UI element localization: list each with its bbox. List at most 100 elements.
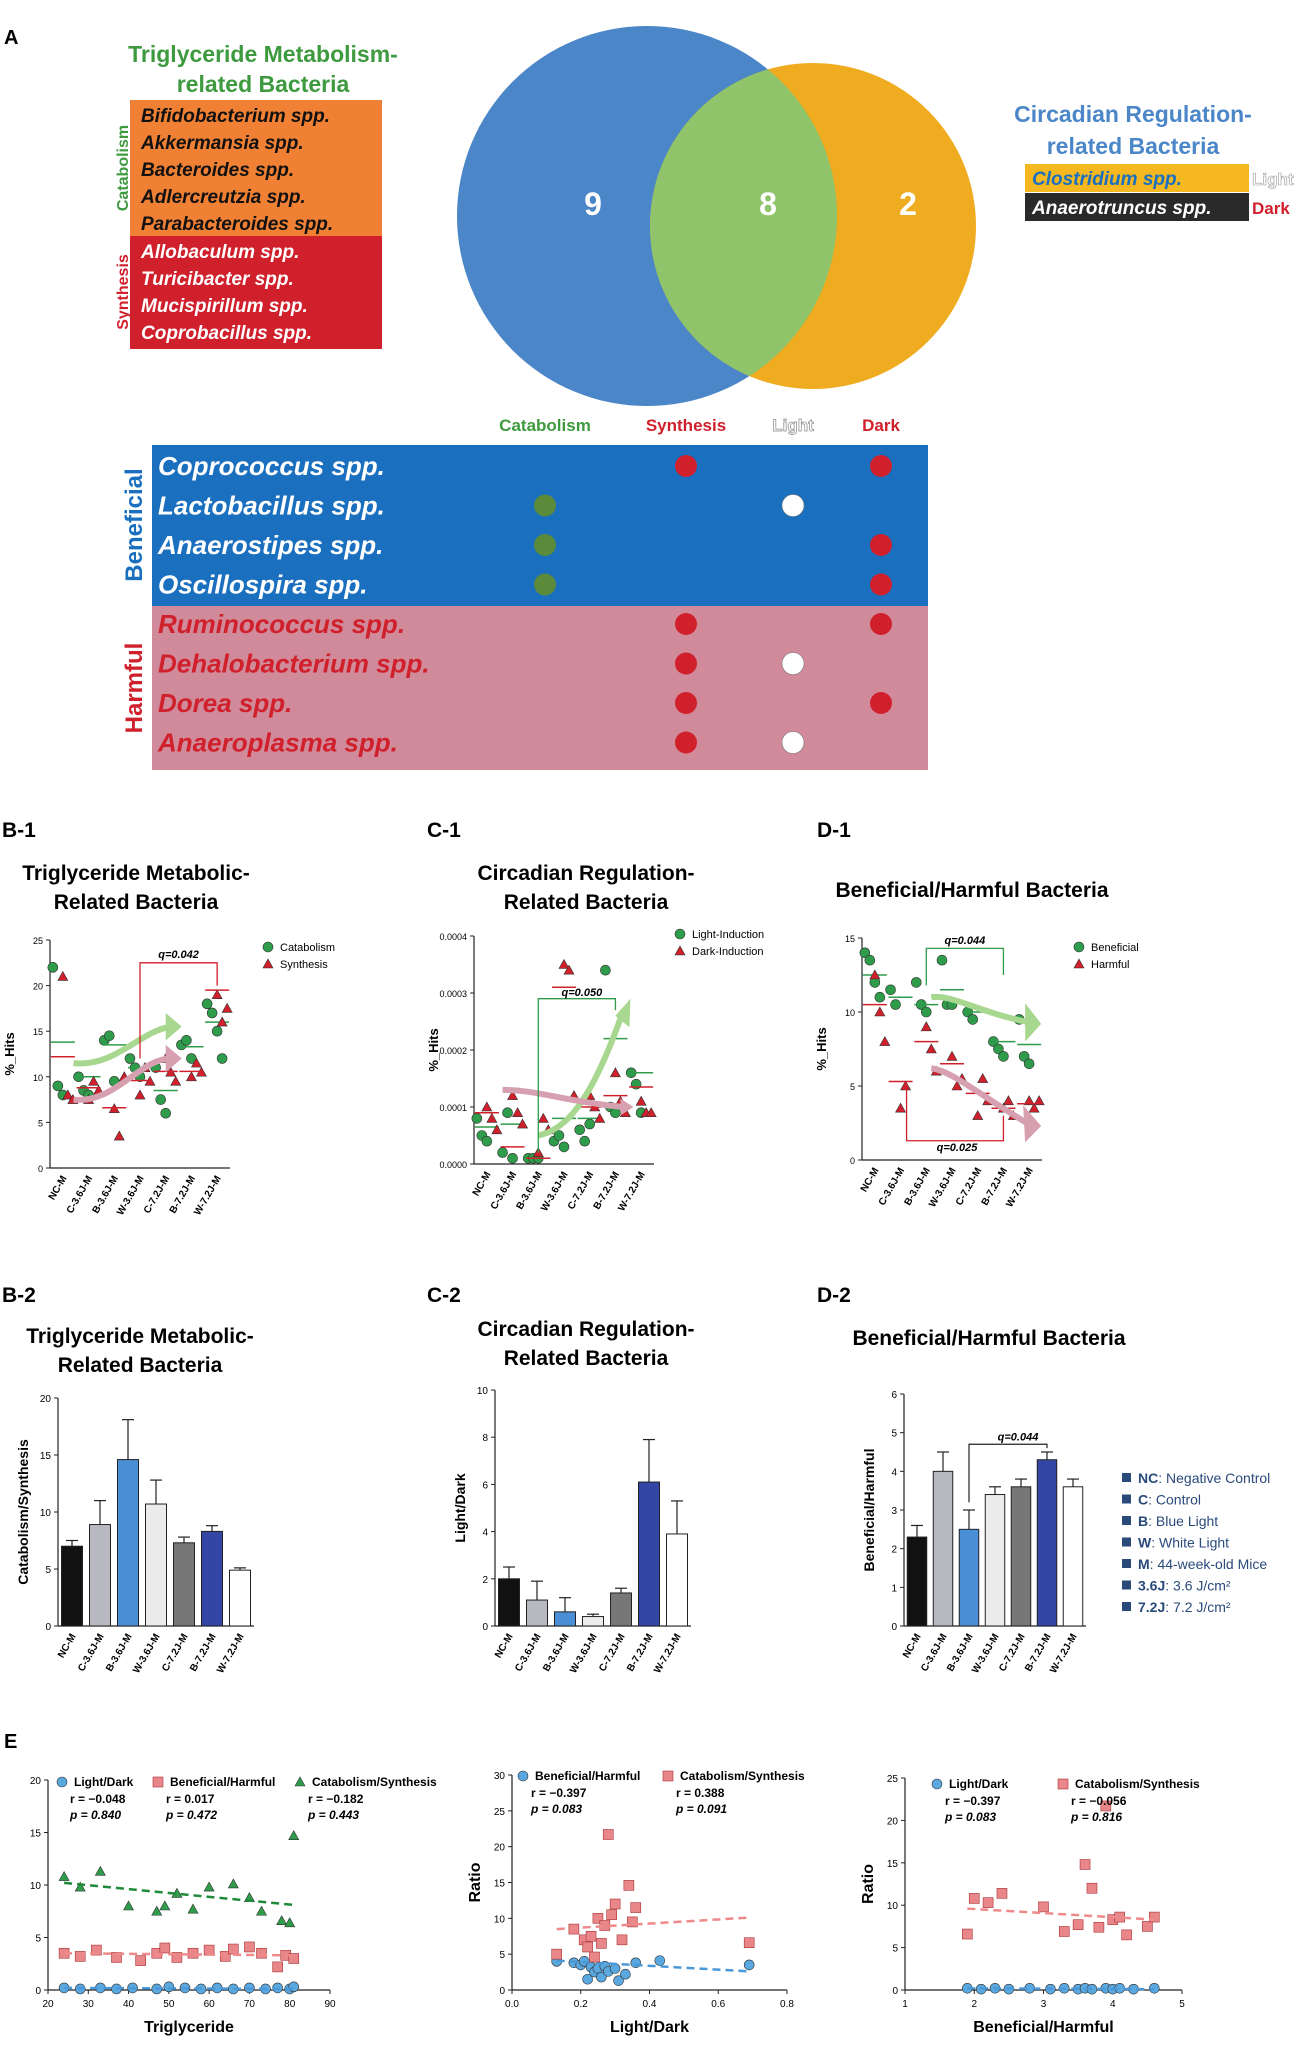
legend-label: Harmful: [1091, 959, 1130, 971]
data-point: [206, 1007, 218, 1019]
legend-desc: : 7.2 J/cm²: [1165, 1599, 1231, 1615]
bar: [932, 1470, 954, 1627]
data-point: [895, 1102, 907, 1113]
header-light: Light: [772, 416, 814, 435]
bacteria-name: Dorea spp.: [158, 688, 292, 718]
legend-label: Beneficial/Harmful: [170, 1775, 275, 1789]
x-tick-label: NC-M: [901, 1632, 924, 1660]
catabolism-item: Bacteroides spp.: [141, 160, 294, 181]
bar: [984, 1494, 1006, 1627]
data-point: [936, 954, 948, 966]
bar: [498, 1578, 520, 1627]
data-point: [244, 1941, 255, 1953]
data-point: [1121, 1929, 1132, 1941]
bar: [906, 1536, 928, 1627]
data-point: [998, 1051, 1009, 1062]
clostridium-box: [1025, 164, 1249, 192]
data-point: [962, 1928, 973, 1940]
legend-label: Light/Dark: [949, 1777, 1009, 1791]
table-mark-dot: [781, 494, 805, 517]
legend-desc: : Blue Light: [1148, 1513, 1218, 1529]
legend-label: Light/Dark: [74, 1775, 134, 1789]
legend-desc: : Negative Control: [1158, 1470, 1270, 1486]
data-point: [563, 964, 575, 975]
data-point: [743, 1937, 755, 1948]
y-tick-label: 0: [499, 1986, 505, 1997]
trend-arrow-beneficial: [930, 993, 1030, 1026]
data-point: [288, 1953, 300, 1964]
x-tick-label: 5: [1179, 1999, 1185, 2010]
data-point: [155, 1094, 167, 1105]
data-point: [288, 1830, 300, 1840]
synthesis-item: Mucispirillum spp.: [141, 296, 308, 317]
data-point: [602, 1829, 614, 1840]
data-point: [585, 1930, 597, 1942]
y-tick-label: 6: [891, 1390, 897, 1401]
legend-entry: M: 44-week-old Mice: [1138, 1556, 1267, 1572]
data-point: [743, 1959, 755, 1971]
panel-label: C-1: [427, 819, 461, 842]
trend-arrowhead: [620, 1098, 634, 1116]
data-point: [517, 1770, 529, 1782]
synthesis-item: Allobaculum spp.: [140, 242, 299, 263]
y-axis-label: %_Hits: [426, 1028, 441, 1071]
y-axis-label: %_Hits: [814, 1027, 829, 1070]
y-tick-label: 30: [494, 1771, 506, 1782]
x-axis-label: Beneficial/Harmful: [973, 2019, 1113, 2036]
synthesis-side-label: Synthesis: [115, 254, 132, 330]
bar: [201, 1530, 223, 1627]
data-point: [56, 1776, 68, 1788]
data-point: [609, 1067, 621, 1078]
data-point: [869, 969, 881, 980]
data-point: [111, 1952, 122, 1963]
data-point: [262, 958, 274, 969]
chart-title: Circadian Regulation-: [477, 1318, 694, 1341]
catabolism-item: Akkermansia spp.: [140, 133, 304, 154]
table-mark-dot: [534, 494, 556, 517]
panel-label: D-2: [817, 1284, 851, 1307]
chart-E-1: 0 5 10 15 20 20 30 40 50 60 70 80 90 Triglyceride Ligh…: [30, 1775, 437, 2036]
data-point: [124, 1053, 136, 1064]
chart-title: Related Bacteria: [504, 1347, 669, 1370]
x-tick-label: C-3.6J-M: [76, 1632, 106, 1674]
legend-entry: C: Control: [1138, 1492, 1201, 1508]
data-point: [58, 1870, 70, 1881]
data-point: [203, 1881, 215, 1892]
bar: [610, 1592, 632, 1627]
table-mark-dot: [675, 652, 697, 675]
y-tick-label: 0: [35, 1986, 41, 1997]
x-tick-label: NC-M: [471, 1170, 494, 1198]
chart-C-2: C-2 Circadian Regulation- Related Bacteria…: [427, 1284, 695, 1675]
bacteria-name: Anaerostipes spp.: [157, 530, 383, 560]
table-mark-dot: [870, 534, 892, 556]
legend-key: B: [1138, 1513, 1148, 1529]
y-tick-label: 0: [38, 1164, 43, 1174]
table-mark-dot: [781, 731, 805, 754]
legend-swatch: [1122, 1559, 1131, 1568]
x-tick-label: 3: [1041, 1999, 1047, 2010]
data-point: [517, 1118, 529, 1129]
legend-label: Beneficial/Harmful: [535, 1769, 640, 1783]
chart-title: Beneficial/Harmful Bacteria: [835, 879, 1108, 902]
x-tick-label: C-7.2J-M: [160, 1632, 190, 1674]
data-point: [582, 1973, 593, 1985]
y-tick-label: 5: [499, 1950, 505, 1961]
p-value: p = 0.083: [530, 1802, 582, 1816]
synthesis-box: [130, 236, 382, 349]
bar: [1036, 1459, 1058, 1627]
data-point: [662, 1770, 674, 1782]
data-point: [159, 1942, 171, 1954]
data-point: [1072, 1919, 1084, 1931]
data-point: [931, 1778, 943, 1790]
x-tick-label: 50: [163, 1999, 175, 2010]
data-point: [481, 1135, 493, 1147]
y-tick-label: 2: [482, 1575, 488, 1586]
x-tick-label: 60: [204, 1999, 216, 2010]
data-point: [1038, 1901, 1049, 1913]
data-point: [187, 1903, 199, 1914]
header-dark: Dark: [862, 416, 900, 435]
y-axis-label: Light/Dark: [452, 1473, 468, 1542]
bar: [1062, 1486, 1084, 1627]
y-tick-label: 4: [482, 1528, 488, 1539]
significance-bracket: [925, 947, 1005, 986]
